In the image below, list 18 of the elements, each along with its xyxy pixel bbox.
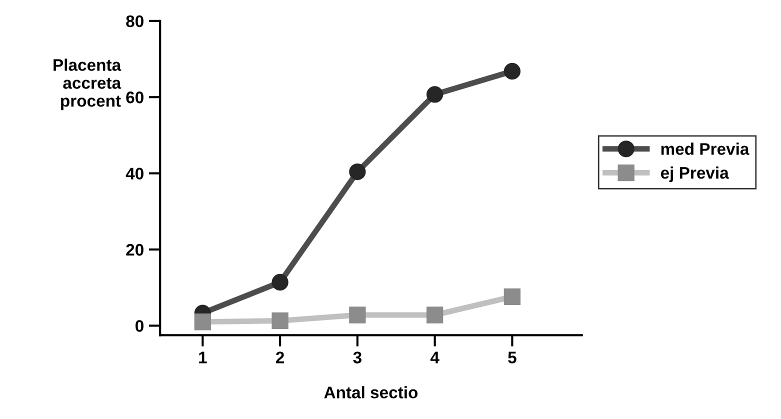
point [426,86,444,103]
y-tick-label: 60 [126,92,144,104]
legend-label: ej Previa [660,166,729,182]
y-tick-label: 80 [126,15,144,28]
y-tick-label: 0 [136,320,144,332]
x-tick-label: 4 [430,352,440,364]
x-tick-label: 3 [353,352,362,364]
x-tick-label: 2 [276,352,284,364]
point [272,274,288,291]
y-axis-title: Placenta accreta procent [54,58,122,110]
y-tick-label: 40 [126,168,144,180]
x-tick-label: 1 [199,352,207,364]
x-tick-label: 5 [508,352,516,364]
point [349,163,366,180]
y-tick-label: 20 [126,244,144,256]
legend-label: med Previa [661,142,750,155]
point [504,62,521,80]
x-axis-title: Antal sectio [324,386,418,398]
